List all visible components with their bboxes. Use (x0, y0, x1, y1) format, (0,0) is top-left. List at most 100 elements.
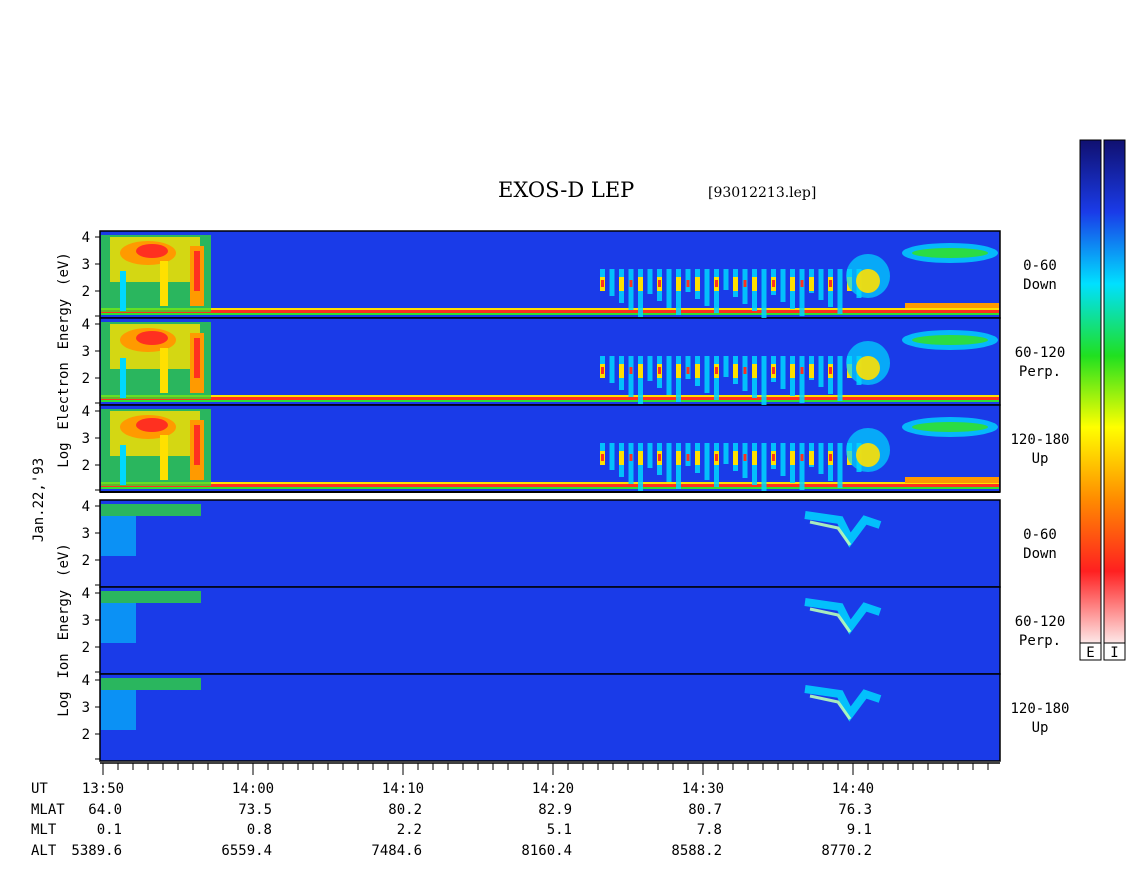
burst (628, 269, 634, 310)
y-tick-label: 3 (82, 700, 90, 716)
axis-label-word: Log (56, 442, 72, 467)
burst (629, 454, 633, 461)
burst (752, 277, 757, 291)
ephemeris-value: 64.0 (88, 802, 122, 818)
colorbar-label-box (1079, 642, 1102, 661)
burst (628, 443, 634, 484)
burst (780, 356, 786, 389)
arc (912, 422, 988, 432)
low-energy-band (101, 308, 999, 310)
auroral-blob (160, 435, 168, 480)
ephemeris-value: 14:00 (232, 781, 274, 797)
ion-feature (804, 685, 882, 722)
arc (912, 248, 988, 258)
burst (658, 280, 661, 287)
ephemeris-value: 8588.2 (671, 843, 722, 859)
ephemeris-value: 73.5 (238, 802, 272, 818)
burst (809, 277, 814, 291)
auroral-blob (136, 331, 168, 345)
axis-label-word: (eV) (56, 543, 72, 577)
colorbar-label: I (1110, 645, 1118, 661)
burst (676, 364, 681, 378)
burst (799, 356, 805, 403)
panel-direction-label: Down (1023, 546, 1057, 562)
burst (676, 277, 681, 291)
ephemeris-value: 9.1 (847, 822, 872, 838)
burst (800, 454, 804, 461)
burst (638, 269, 643, 317)
y-tick-label: 2 (82, 458, 90, 474)
burst (743, 454, 747, 461)
burst (628, 356, 634, 397)
burst (799, 269, 805, 316)
burst (638, 451, 643, 465)
burst (772, 280, 775, 287)
burst (601, 367, 604, 374)
burst (658, 454, 661, 461)
panel-direction-label: Down (1023, 277, 1057, 293)
ephemeris-value: 82.9 (538, 802, 572, 818)
ephemeris-value: 8770.2 (821, 843, 872, 859)
ephemeris-value: 13:50 (82, 781, 124, 797)
auroral-blob (160, 348, 168, 393)
ion-feature (809, 520, 852, 546)
ion-feature (101, 678, 201, 690)
burst (638, 364, 643, 378)
burst (695, 451, 700, 465)
y-tick-label: 2 (82, 553, 90, 569)
auroral-blob (120, 358, 126, 398)
burst (723, 269, 729, 290)
burst (676, 451, 681, 465)
ephemeris-value: 14:10 (382, 781, 424, 797)
ion-axis-label: Log Ion Energy (eV) (56, 543, 72, 717)
low-energy-band (101, 310, 999, 313)
burst (686, 280, 690, 287)
burst (772, 367, 775, 374)
auroral-blob (160, 261, 168, 306)
y-tick-label: 2 (82, 640, 90, 656)
axis-label-word: Electron (56, 362, 72, 429)
burst (638, 356, 643, 404)
colorbar-label: E (1086, 645, 1094, 661)
low-energy-band (905, 477, 999, 483)
low-energy-band (101, 397, 999, 400)
y-tick-label: 4 (82, 404, 90, 420)
ephemeris-value: 0.1 (97, 822, 122, 838)
arc (856, 443, 880, 467)
ion-feature (804, 598, 882, 635)
panel-pitch-label: 60-120 (1015, 345, 1066, 361)
burst (715, 280, 718, 287)
burst (733, 451, 738, 465)
colorbar-label-box (1103, 642, 1126, 661)
ion-feature (804, 511, 882, 548)
burst (761, 269, 767, 318)
ion-feature (809, 694, 852, 720)
ion-feature (101, 591, 201, 603)
burst (704, 269, 710, 306)
low-energy-band (101, 400, 999, 402)
burst (676, 443, 681, 489)
panel-pitch-label: 0-60 (1023, 527, 1057, 543)
burst (601, 454, 604, 461)
ephemeris-row-name: UT (31, 781, 48, 797)
burst (809, 451, 814, 465)
panel-direction-label: Perp. (1019, 633, 1061, 649)
burst (715, 367, 718, 374)
y-tick-label: 4 (82, 499, 90, 515)
ion-feature (101, 516, 136, 556)
burst (695, 277, 700, 291)
burst (647, 443, 653, 468)
burst (686, 454, 690, 461)
burst (790, 364, 795, 378)
panel-pitch-label: 0-60 (1023, 258, 1057, 274)
burst (733, 364, 738, 378)
colorbar (1103, 139, 1126, 644)
ephemeris-value: 14:30 (682, 781, 724, 797)
burst (818, 356, 824, 387)
burst (629, 367, 633, 374)
burst (638, 443, 643, 491)
burst (800, 280, 804, 287)
low-energy-band (101, 395, 999, 397)
burst (743, 280, 747, 287)
